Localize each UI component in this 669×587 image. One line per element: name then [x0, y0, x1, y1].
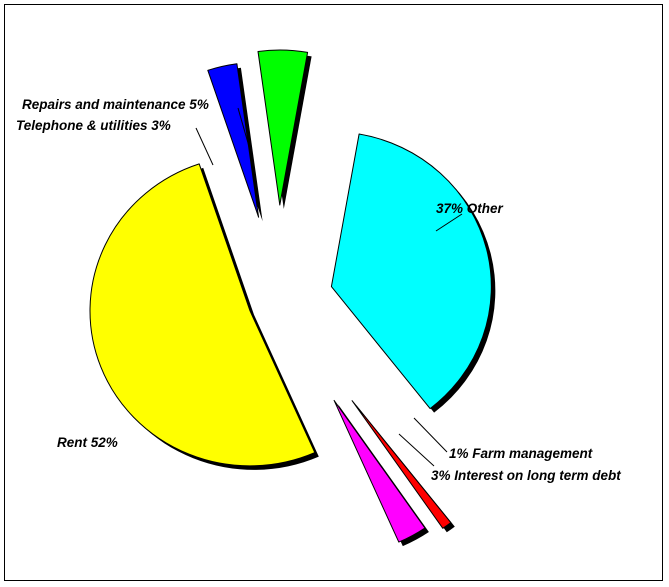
leader-line-telephone-utilities	[195, 127, 214, 166]
label-other: 37% Other	[436, 201, 504, 216]
label-farm-management: 1% Farm management	[449, 446, 593, 461]
label-interest-long-term-debt: 3% Interest on long term debt	[431, 468, 621, 483]
label-telephone-utilities: Telephone & utilities 3%	[16, 118, 171, 133]
leader-line-other	[435, 213, 463, 232]
slice-repairs-and-maintenance	[257, 49, 309, 206]
slice-telephone-utilities	[207, 63, 260, 218]
slice-rent	[89, 163, 316, 467]
slice-interest-on-long-term-debt	[333, 399, 426, 543]
leader-line-interest-on-long-term-debt	[398, 433, 435, 467]
slice-other	[330, 133, 492, 410]
label-rent: Rent 52%	[57, 435, 118, 450]
leader-line-repairs-and-maintenance	[237, 107, 253, 158]
label-repairs-maintenance: Repairs and maintenance 5%	[22, 97, 209, 112]
slice-farm-management	[351, 400, 452, 529]
leader-line-farm-management	[413, 417, 448, 453]
